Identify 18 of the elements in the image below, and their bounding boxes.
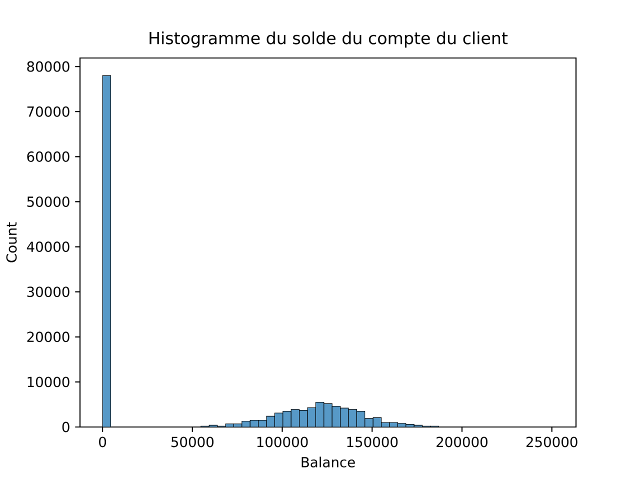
x-tick-label: 250000 bbox=[526, 436, 578, 448]
y-axis-title: Count bbox=[6, 222, 17, 262]
y-tick-label: 0 bbox=[62, 422, 70, 432]
x-tick-label: 50000 bbox=[171, 436, 214, 448]
y-tick-label: 50000 bbox=[27, 196, 70, 207]
y-tick-label: 80000 bbox=[27, 61, 70, 72]
y-tick-label: 10000 bbox=[28, 376, 70, 388]
y-tick-label: 40000 bbox=[26, 242, 70, 252]
y-tick-label: 30000 bbox=[27, 286, 70, 298]
x-tick-label: 100000 bbox=[257, 436, 308, 448]
x-tick-label: 150000 bbox=[347, 436, 398, 448]
x-tick-label: 200000 bbox=[436, 436, 488, 448]
x-axis-title: Balance bbox=[302, 456, 355, 468]
y-tick-label: 70000 bbox=[27, 106, 70, 117]
chart-title: Histogramme du solde du compte du client bbox=[150, 32, 508, 48]
y-tick-label: 20000 bbox=[27, 332, 70, 342]
x-tick-label: 0 bbox=[99, 436, 106, 448]
y-tick-label: 60000 bbox=[27, 151, 70, 162]
